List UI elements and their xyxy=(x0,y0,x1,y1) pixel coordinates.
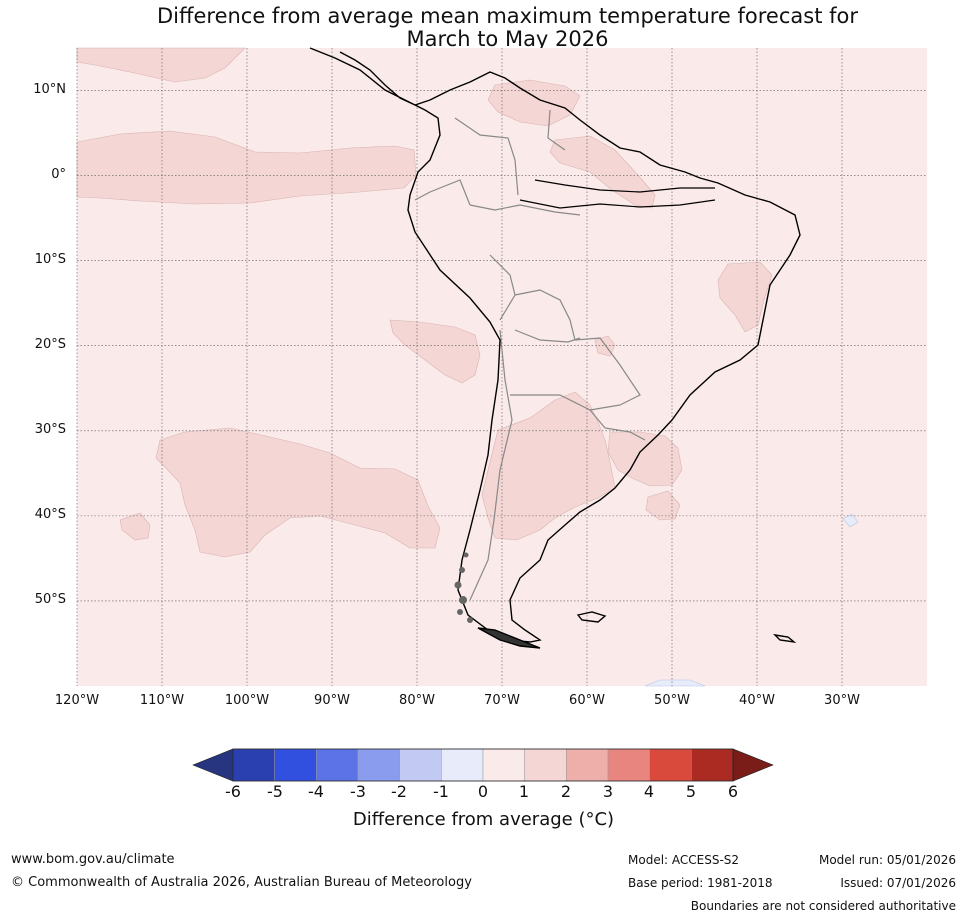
coastline-tierra-del-fuego xyxy=(477,627,541,649)
border-bolivia-brazil xyxy=(514,289,576,341)
colorbar-tick: -6 xyxy=(225,782,241,801)
border-peru-bolivia xyxy=(489,254,516,321)
border-argentina-chile xyxy=(469,329,513,601)
warm-region-east-pacific xyxy=(389,319,481,384)
model-run-date: Model run: 05/01/2026 xyxy=(818,853,956,867)
coastline-south-georgia xyxy=(772,633,797,644)
border-colombia-venezuela xyxy=(454,117,519,196)
lon-label-100W: 100°W xyxy=(224,693,270,708)
colorbar-cell xyxy=(524,748,567,782)
border-argentina-north xyxy=(510,394,621,411)
chart-title-line-1: Difference from average mean maximum tem… xyxy=(157,4,858,28)
border-ecuador-peru xyxy=(414,179,471,206)
colorbar-tick: 1 xyxy=(518,782,530,801)
lon-label-60W: 60°W xyxy=(569,693,605,708)
lat-label-10S: 10°S xyxy=(34,252,66,267)
colorbar-tick: 4 xyxy=(643,782,655,801)
lon-label-80W: 80°W xyxy=(399,693,435,708)
colorbar-tick: 2 xyxy=(560,782,572,801)
map-gridlines xyxy=(76,48,927,686)
lat-label-30S: 30°S xyxy=(34,422,66,437)
lon-label-70W: 70°W xyxy=(484,693,520,708)
forecast-map xyxy=(76,47,927,687)
colorbar xyxy=(192,748,774,782)
coastlines xyxy=(309,47,801,649)
colorbar-cell xyxy=(566,748,609,782)
colorbar-label: Difference from average (°C) xyxy=(352,809,615,830)
coastline-amazon-lower xyxy=(519,199,716,209)
border-brazil-west xyxy=(469,204,581,216)
copyright-text: © Commonwealth of Australia 2026, Austra… xyxy=(11,875,472,890)
warm-region-north-pacific xyxy=(76,47,246,83)
website-link[interactable]: www.bom.gov.au/climate xyxy=(11,852,175,867)
anomaly-regions xyxy=(76,47,859,687)
base-period: Base period: 1981-2018 xyxy=(628,876,773,890)
warm-region-uruguay-coast xyxy=(607,431,683,487)
warm-region-small-pacific xyxy=(119,512,151,541)
lon-label-30W: 30°W xyxy=(824,693,860,708)
boundaries-disclaimer: Boundaries are not considered authoritat… xyxy=(690,899,956,913)
warm-region-caribbean xyxy=(487,79,581,127)
colorbar-cell xyxy=(607,748,650,782)
colorbar-tick: -2 xyxy=(391,782,407,801)
colorbar-cell xyxy=(441,748,484,782)
warm-region-brazil-east xyxy=(717,261,773,333)
cool-region-bottom xyxy=(644,679,706,687)
border-venezuela-guyana xyxy=(547,109,566,151)
colorbar-tick: -1 xyxy=(433,782,449,801)
warm-region-south-pacific xyxy=(155,427,441,558)
border-bolivia-south xyxy=(514,329,581,343)
colorbar-frame xyxy=(232,748,734,782)
colorbar-cell xyxy=(399,748,442,782)
warm-region-argentina xyxy=(481,391,616,541)
cool-region-south-atlantic xyxy=(842,513,859,528)
colorbar-tick: -4 xyxy=(308,782,324,801)
colorbar-tick: 0 xyxy=(477,782,489,801)
lon-label-50W: 50°W xyxy=(654,693,690,708)
border-paraguay xyxy=(574,337,641,406)
colorbar-cell xyxy=(357,748,400,782)
model-name: Model: ACCESS-S2 xyxy=(628,853,740,867)
colorbar-extend-low xyxy=(192,748,234,782)
lon-label-90W: 90°W xyxy=(314,693,350,708)
colorbar-extend-high xyxy=(732,748,774,782)
lon-label-40W: 40°W xyxy=(739,693,775,708)
lat-label-20S: 20°S xyxy=(34,337,66,352)
chart-title-line-2: March to May 2026 xyxy=(406,27,609,51)
coastline-falklands xyxy=(576,611,607,623)
colorbar-cell xyxy=(649,748,692,782)
lat-label-0: 0° xyxy=(51,167,66,182)
issued-date: Issued: 07/01/2026 xyxy=(840,876,956,890)
lat-label-50S: 50°S xyxy=(34,592,66,607)
lat-label-40S: 40°S xyxy=(34,507,66,522)
colorbar-cell xyxy=(274,748,317,782)
coastline-amazon-river xyxy=(534,179,715,193)
colorbar-cell xyxy=(316,748,359,782)
lon-label-120W: 120°W xyxy=(54,693,100,708)
colorbar-cell xyxy=(482,748,525,782)
colorbar-cell xyxy=(232,748,275,782)
colorbar-tick: 3 xyxy=(602,782,614,801)
colorbar-cells xyxy=(192,748,774,782)
coastline-south-america xyxy=(309,47,801,643)
colorbar-tick: 5 xyxy=(685,782,697,801)
colorbar-cell xyxy=(691,748,734,782)
border-uruguay xyxy=(589,409,646,441)
warm-region-south-atlantic xyxy=(645,490,681,521)
lon-label-110W: 110°W xyxy=(139,693,185,708)
colorbar-tick: -3 xyxy=(350,782,366,801)
lat-label-10N: 10°N xyxy=(33,82,66,97)
colorbar-tick: -5 xyxy=(267,782,283,801)
chile-archipelago xyxy=(454,552,473,623)
colorbar-tick: 6 xyxy=(727,782,739,801)
country-borders xyxy=(414,109,646,601)
